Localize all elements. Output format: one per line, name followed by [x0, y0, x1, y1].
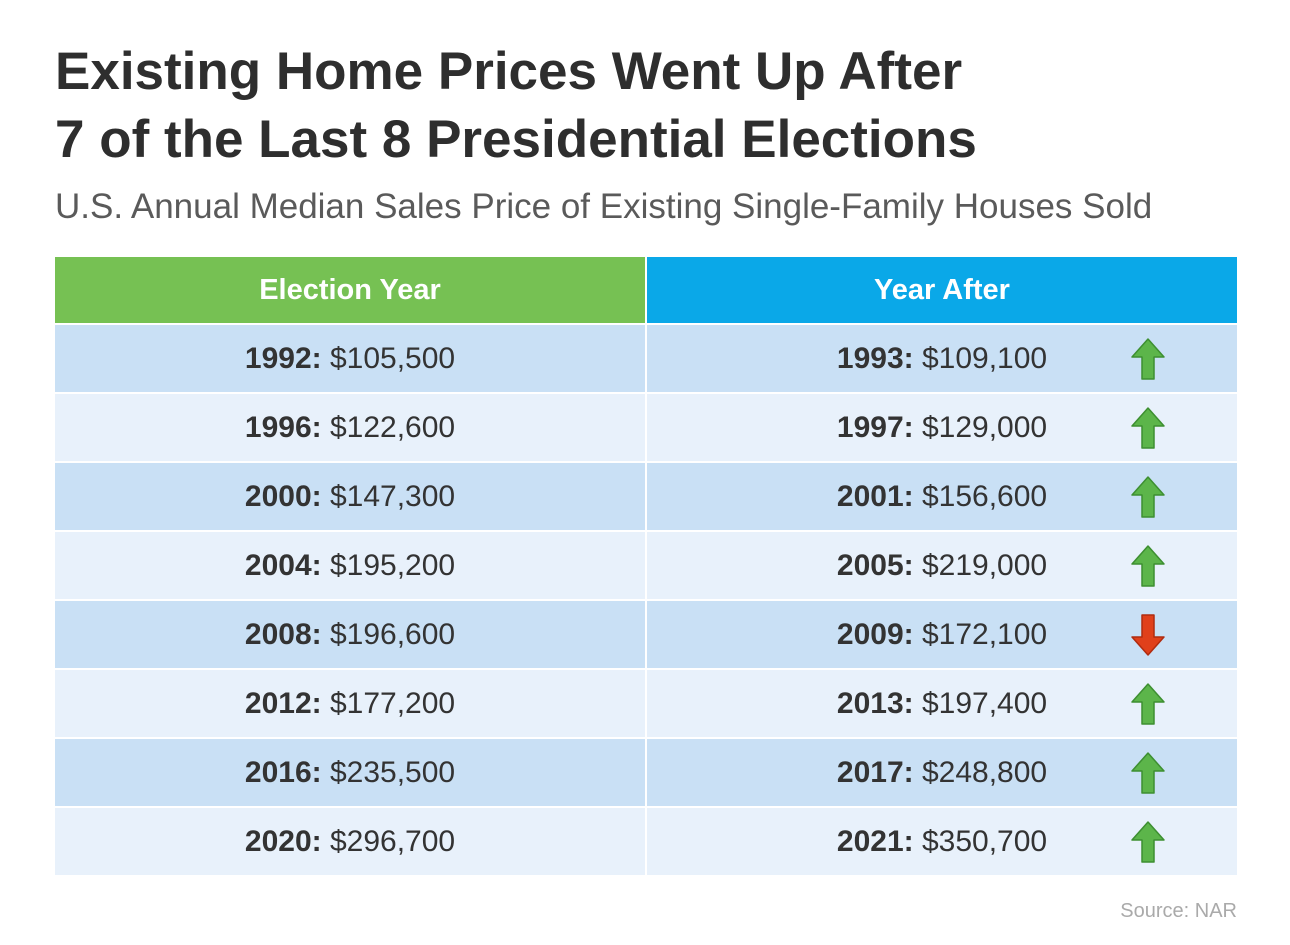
- year-after-price: $248,800: [921, 755, 1048, 789]
- election-value: 2008: $196,600: [245, 618, 455, 652]
- year-after-year: 2017:: [836, 755, 914, 789]
- price-table: Election Year Year After 1992: $105,500 1…: [55, 257, 1237, 877]
- election-year: 2012:: [244, 686, 322, 720]
- election-year-cell: 1992: $105,500: [55, 325, 645, 392]
- election-value: 2020: $296,700: [245, 825, 455, 859]
- year-after-price: $350,700: [921, 824, 1048, 858]
- election-year: 2016:: [244, 755, 322, 789]
- year-after-cell: 2005: $219,000: [647, 532, 1237, 599]
- year-after-cell: 1997: $129,000: [647, 394, 1237, 461]
- election-value: 2004: $195,200: [245, 549, 455, 583]
- election-year: 2004:: [244, 548, 322, 582]
- election-price: $196,600: [329, 617, 456, 651]
- arrow-up-icon: [1130, 475, 1166, 519]
- year-after-year: 2013:: [836, 686, 914, 720]
- year-after-cell: 2013: $197,400: [647, 670, 1237, 737]
- year-after-price: $197,400: [921, 686, 1048, 720]
- year-after-cell: 2017: $248,800: [647, 739, 1237, 806]
- table-row: 1992: $105,500 1993: $109,100: [55, 325, 1237, 392]
- arrow-up-icon: [1130, 682, 1166, 726]
- year-after-year: 1997:: [836, 410, 914, 444]
- election-price: $122,600: [329, 410, 456, 444]
- year-after-year: 1993:: [836, 341, 914, 375]
- arrow-up-icon: [1130, 751, 1166, 795]
- year-after-value: 1993: $109,100: [837, 342, 1047, 376]
- election-price: $177,200: [329, 686, 456, 720]
- year-after-cell: 2009: $172,100: [647, 601, 1237, 668]
- election-year-cell: 2004: $195,200: [55, 532, 645, 599]
- election-price: $147,300: [329, 479, 456, 513]
- chart-subtitle: U.S. Annual Median Sales Price of Existi…: [55, 187, 1153, 226]
- arrow-down-icon: [1130, 613, 1166, 657]
- table-row: 2020: $296,700 2021: $350,700: [55, 808, 1237, 875]
- year-after-value: 2017: $248,800: [837, 756, 1047, 790]
- title-line-2: 7 of the Last 8 Presidential Elections: [55, 110, 977, 169]
- year-after-value: 2021: $350,700: [837, 825, 1047, 859]
- year-after-cell: 1993: $109,100: [647, 325, 1237, 392]
- year-after-value: 2001: $156,600: [837, 480, 1047, 514]
- arrow-up-icon: [1130, 820, 1166, 864]
- year-after-price: $129,000: [921, 410, 1048, 444]
- year-after-value: 2013: $197,400: [837, 687, 1047, 721]
- election-year-cell: 2016: $235,500: [55, 739, 645, 806]
- year-after-cell: 2001: $156,600: [647, 463, 1237, 530]
- year-after-price: $219,000: [921, 548, 1048, 582]
- table-row: 1996: $122,600 1997: $129,000: [55, 394, 1237, 461]
- election-year: 2020:: [244, 824, 322, 858]
- source-note: Source: NAR: [1120, 900, 1237, 922]
- election-value: 2016: $235,500: [245, 756, 455, 790]
- election-year: 1996:: [244, 410, 322, 444]
- election-year-cell: 1996: $122,600: [55, 394, 645, 461]
- year-after-year: 2021:: [836, 824, 914, 858]
- election-year-cell: 2008: $196,600: [55, 601, 645, 668]
- election-price: $105,500: [329, 341, 456, 375]
- table-row: 2016: $235,500 2017: $248,800: [55, 739, 1237, 806]
- arrow-up-icon: [1130, 337, 1166, 381]
- table-row: 2004: $195,200 2005: $219,000: [55, 532, 1237, 599]
- election-price: $235,500: [329, 755, 456, 789]
- header-year-after: Year After: [647, 257, 1237, 323]
- election-year: 2000:: [244, 479, 322, 513]
- arrow-up-icon: [1130, 406, 1166, 450]
- table-body: 1992: $105,500 1993: $109,100 1996: $122,6…: [55, 325, 1237, 875]
- year-after-cell: 2021: $350,700: [647, 808, 1237, 875]
- table-row: 2000: $147,300 2001: $156,600: [55, 463, 1237, 530]
- year-after-year: 2005:: [836, 548, 914, 582]
- election-year-cell: 2012: $177,200: [55, 670, 645, 737]
- year-after-price: $156,600: [921, 479, 1048, 513]
- table-header-row: Election Year Year After: [55, 257, 1237, 323]
- election-value: 1992: $105,500: [245, 342, 455, 376]
- year-after-year: 2009:: [836, 617, 914, 651]
- election-price: $296,700: [329, 824, 456, 858]
- year-after-year: 2001:: [836, 479, 914, 513]
- title-line-1: Existing Home Prices Went Up After: [55, 42, 963, 101]
- table-row: 2012: $177,200 2013: $197,400: [55, 670, 1237, 737]
- election-year: 1992:: [244, 341, 322, 375]
- arrow-up-icon: [1130, 544, 1166, 588]
- year-after-value: 1997: $129,000: [837, 411, 1047, 445]
- election-value: 2012: $177,200: [245, 687, 455, 721]
- table-row: 2008: $196,600 2009: $172,100: [55, 601, 1237, 668]
- election-year-cell: 2000: $147,300: [55, 463, 645, 530]
- election-value: 1996: $122,600: [245, 411, 455, 445]
- election-year-cell: 2020: $296,700: [55, 808, 645, 875]
- header-election-year: Election Year: [55, 257, 645, 323]
- election-value: 2000: $147,300: [245, 480, 455, 514]
- election-price: $195,200: [329, 548, 456, 582]
- chart-title: Existing Home Prices Went Up After 7 of …: [55, 38, 1235, 174]
- year-after-price: $109,100: [921, 341, 1048, 375]
- election-year: 2008:: [244, 617, 322, 651]
- year-after-price: $172,100: [921, 617, 1048, 651]
- year-after-value: 2005: $219,000: [837, 549, 1047, 583]
- year-after-value: 2009: $172,100: [837, 618, 1047, 652]
